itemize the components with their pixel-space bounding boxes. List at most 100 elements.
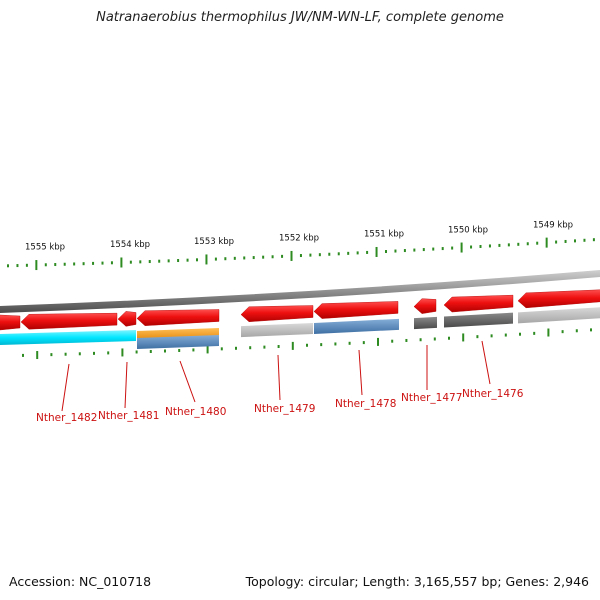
lower-major-tick	[547, 328, 550, 337]
gene-label[interactable]: Nther_1480	[165, 406, 226, 418]
gene-label[interactable]: Nther_1482	[36, 412, 97, 424]
forward-gene-arrow[interactable]	[240, 305, 314, 322]
forward-gene-arrow[interactable]	[517, 289, 600, 309]
gene-bar-dark[interactable]	[444, 312, 513, 328]
gene-bar-cyan[interactable]	[0, 329, 136, 345]
lower-minor-tick	[107, 351, 110, 355]
ruler-minor-tick	[243, 256, 246, 260]
forward-gene-arrow[interactable]	[0, 314, 21, 331]
forward-gene-arrow[interactable]	[136, 309, 220, 326]
kbp-label: 1549 kbp	[533, 220, 573, 230]
kbp-label: 1550 kbp	[448, 225, 488, 235]
gene-labels: Nther_1482 Nther_1481 Nther_1480 Nther_1479…	[36, 388, 524, 424]
ruler-minor-tick	[328, 252, 331, 256]
lower-major-tick	[121, 348, 124, 357]
gene-label[interactable]: Nther_1479	[254, 403, 315, 415]
lower-minor-tick	[504, 333, 507, 337]
ruler-minor-tick	[564, 239, 567, 243]
ruler-minor-tick	[488, 244, 491, 248]
ruler-minor-tick	[318, 253, 321, 257]
ruler-minor-tick	[139, 260, 142, 264]
lower-minor-tick	[448, 336, 450, 340]
lower-minor-tick	[433, 337, 436, 341]
forward-gene-arrow[interactable]	[313, 301, 399, 319]
lower-minor-tick	[533, 331, 536, 335]
ruler-minor-tick	[158, 259, 161, 263]
genome-summary: Topology: circular; Length: 3,165,557 bp…	[245, 574, 589, 589]
lower-major-tick	[291, 341, 294, 350]
ruler-minor-tick	[356, 251, 359, 255]
lower-minor-tick	[320, 343, 323, 347]
ruler-minor-tick	[148, 260, 151, 264]
gene-label-leaders	[61, 340, 491, 412]
ruler-minor-tick	[252, 256, 255, 260]
ruler-minor-tick	[337, 252, 340, 256]
ruler-minor-tick	[299, 254, 302, 258]
ruler-minor-tick	[63, 262, 66, 266]
ruler-major-tick	[290, 250, 293, 261]
ruler-minor-tick	[309, 253, 312, 257]
forward-gene-arrow[interactable]	[20, 312, 118, 330]
ruler-minor-tick	[16, 264, 19, 268]
kbp-label: 1551 kbp	[364, 230, 404, 240]
ruler-minor-tick	[110, 261, 113, 265]
ruler-minor-tick	[177, 259, 180, 263]
gene-label[interactable]: Nther_1476	[462, 388, 524, 400]
ruler-minor-tick	[592, 238, 595, 242]
ruler-minor-tick	[73, 262, 76, 266]
ruler-minor-tick	[451, 246, 454, 250]
gene-bar-dark[interactable]	[414, 316, 437, 330]
lower-major-tick	[206, 345, 209, 354]
ruler-major-tick	[35, 260, 38, 271]
ruler-minor-tick	[470, 245, 473, 249]
ruler-minor-tick	[403, 249, 406, 253]
lower-minor-tick	[490, 334, 493, 338]
ruler-minor-tick	[82, 262, 85, 266]
gene-label[interactable]: Nther_1478	[335, 398, 396, 410]
accession-label: Accession: NC_010718	[9, 574, 152, 589]
ruler-minor-tick	[196, 258, 198, 262]
lower-minor-tick	[575, 329, 578, 333]
forward-gene-arrow[interactable]	[443, 294, 514, 313]
lower-minor-tick	[391, 339, 394, 343]
forward-gene-arrow[interactable]	[117, 311, 137, 327]
ruler-minor-tick	[517, 242, 520, 246]
ruler-minor-tick	[394, 249, 397, 253]
forward-gene-arrow[interactable]	[413, 298, 437, 314]
lower-minor-tick	[93, 351, 95, 355]
ruler-minor-tick	[271, 255, 274, 259]
gene-leader-line	[124, 361, 128, 409]
ruler-minor-tick	[25, 263, 28, 267]
ruler-minor-tick	[583, 238, 586, 242]
ruler-ticks	[7, 237, 595, 360]
lower-minor-tick	[561, 330, 564, 334]
gene-label[interactable]: Nther_1477	[401, 392, 462, 404]
kbp-label: 1552 kbp	[279, 233, 319, 243]
lower-minor-tick	[519, 332, 521, 336]
gene-leader-line	[481, 340, 491, 385]
gene-leader-line	[179, 360, 196, 403]
ruler-minor-tick	[262, 255, 265, 259]
gene-label[interactable]: Nther_1481	[98, 410, 159, 422]
lower-minor-tick	[362, 341, 365, 345]
kbp-label: 1553 kbp	[194, 237, 234, 247]
ruler-minor-tick	[536, 241, 539, 245]
lower-minor-tick	[277, 345, 280, 349]
gene-bar-grey[interactable]	[518, 307, 600, 324]
gene-bar-steel[interactable]	[314, 318, 399, 334]
lower-minor-tick	[22, 353, 24, 357]
lower-minor-tick	[249, 346, 252, 350]
gene-bar-steel-thin[interactable]	[137, 334, 219, 349]
lower-minor-tick	[263, 345, 266, 349]
ruler-minor-tick	[385, 250, 387, 254]
lower-minor-tick	[192, 348, 195, 352]
ruler-major-tick	[120, 257, 123, 268]
lower-minor-tick	[178, 348, 181, 352]
ruler-minor-tick	[347, 251, 350, 255]
ruler-labels: 1555 kbp 1554 kbp 1553 kbp 1552 kbp 1551 kbp…	[25, 220, 573, 252]
ruler-minor-tick	[498, 243, 501, 247]
gene-bar-grey[interactable]	[241, 322, 313, 338]
ruler-major-tick	[545, 237, 548, 248]
ruler-minor-tick	[224, 257, 227, 261]
